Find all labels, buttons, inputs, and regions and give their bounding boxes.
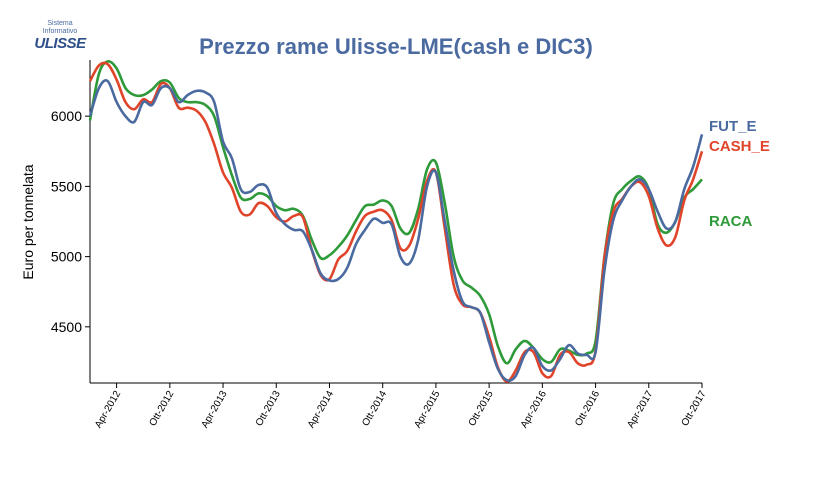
- series-line-fut-e: [88, 79, 704, 382]
- x-tick-label: Ott-2015: [467, 389, 496, 429]
- logo-line2: Informativo: [42, 28, 78, 35]
- logo-brand: ULISSE: [34, 35, 86, 52]
- y-tick-label: 4500: [51, 319, 82, 335]
- series-line-raca: [88, 59, 703, 365]
- x-tick-label: Ott-2017: [680, 389, 709, 429]
- x-tick-label: Apr-2013: [200, 389, 230, 431]
- x-tick-label: Apr-2014: [306, 389, 336, 431]
- x-tick-label: Apr-2017: [625, 389, 655, 431]
- ulisse-logo: Sistema Informativo ULISSE: [30, 20, 90, 52]
- x-tick-label: Ott-2014: [360, 389, 389, 429]
- chart-title: Prezzo rame Ulisse-LME(cash e DIC3): [199, 34, 593, 59]
- series-label-raca: RACA: [709, 213, 752, 230]
- y-axis-label: Euro per tonnelata: [20, 164, 36, 279]
- x-tick-label: Ott-2012: [147, 389, 176, 429]
- series-line-cash-e: [88, 61, 704, 383]
- series-label-cash-e: CASH_E: [709, 138, 770, 155]
- x-tick-label: Apr-2012: [93, 389, 123, 431]
- y-tick-label: 5000: [51, 249, 82, 265]
- x-tick-label: Apr-2016: [519, 389, 549, 431]
- series-label-fut-e: FUT_E: [709, 118, 757, 135]
- y-tick-label: 6000: [51, 108, 82, 124]
- logo-line1: Sistema: [47, 20, 73, 27]
- y-tick-label: 5500: [51, 178, 82, 194]
- x-tick-label: Ott-2016: [573, 389, 602, 429]
- x-tick-label: Ott-2013: [254, 389, 283, 429]
- x-tick-label: Apr-2015: [412, 389, 442, 431]
